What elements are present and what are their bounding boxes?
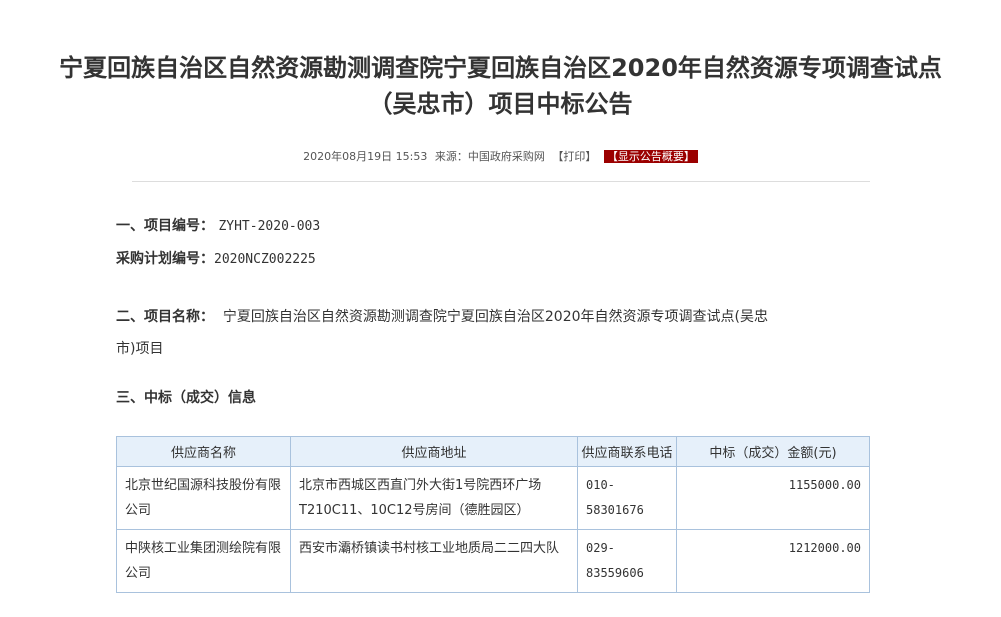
table-row: 中陕核工业集团测绘院有限公司 西安市灞桥镇读书村核工业地质局二二四大队 029-… — [116, 529, 870, 593]
supplier-phone: 010-58301676 — [577, 466, 677, 530]
award-amount: 1212000.00 — [676, 529, 870, 593]
project-number: 一、项目编号： ZYHT-2020-003 — [116, 218, 321, 234]
header-award-amount: 中标（成交）金额(元) — [676, 436, 870, 467]
plan-number: 采购计划编号：2020NCZ002225 — [116, 251, 316, 267]
show-summary-button[interactable]: 【显示公告概要】 — [603, 150, 698, 163]
supplier-phone: 029-83559606 — [577, 529, 677, 593]
supplier-address: 西安市灞桥镇读书村核工业地质局二二四大队 — [290, 529, 578, 593]
supplier-name: 中陕核工业集团测绘院有限公司 — [116, 529, 291, 593]
print-link[interactable]: 【打印】 — [552, 150, 597, 163]
table-header-row: 供应商名称 供应商地址 供应商联系电话 中标（成交）金额(元) — [116, 436, 870, 467]
supplier-name: 北京世纪国源科技股份有限公司 — [116, 466, 291, 530]
supplier-address: 北京市西城区西直门外大街1号院西环广场T210C11、10C12号房间（德胜园区… — [290, 466, 578, 530]
award-amount: 1155000.00 — [676, 466, 870, 530]
header-supplier-phone: 供应商联系电话 — [577, 436, 677, 467]
header-supplier-name: 供应商名称 — [116, 436, 291, 467]
publish-datetime: 2020年08月19日 15:53 — [303, 150, 428, 163]
source: 来源：中国政府采购网 — [434, 150, 545, 163]
table-row: 北京世纪国源科技股份有限公司 北京市西城区西直门外大街1号院西环广场T210C1… — [116, 466, 870, 530]
project-name: 二、项目名称： 宁夏回族自治区自然资源勘测调查院宁夏回族自治区2020年自然资源… — [116, 309, 768, 357]
page-title: 宁夏回族自治区自然资源勘测调查院宁夏回族自治区2020年自然资源专项调查试点 （… — [59, 54, 942, 118]
award-table: 供应商名称 供应商地址 供应商联系电话 中标（成交）金额(元) 北京世纪国源科技… — [116, 436, 870, 593]
header-supplier-address: 供应商地址 — [290, 436, 578, 467]
divider — [132, 181, 870, 182]
article-meta: 2020年08月19日 15:53 来源：中国政府采购网 【打印】 【显示公告概… — [0, 148, 1001, 164]
award-info-heading: 三、中标（成交）信息 — [116, 390, 256, 406]
